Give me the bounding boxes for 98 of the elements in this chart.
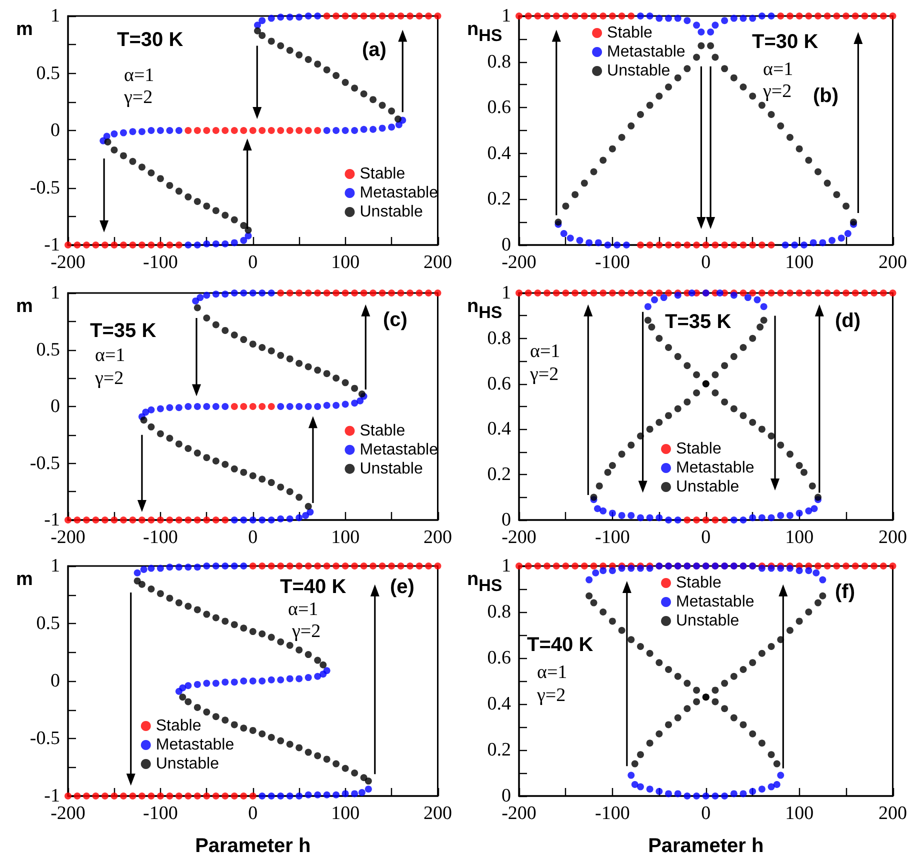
x-tick-label: -100: [143, 527, 178, 548]
legend-label: Unstable: [607, 62, 670, 80]
y-tick-label: 0: [50, 120, 60, 141]
x-tick-label: 200: [878, 803, 907, 824]
y-tick-label: 1: [50, 6, 60, 26]
y-tick-label: 0.4: [487, 418, 512, 440]
legend-label: Stable: [360, 166, 406, 182]
y-tick-label: 0.2: [487, 740, 511, 760]
annotation: γ=2: [529, 364, 559, 385]
annotation: α=1: [124, 65, 154, 86]
annotation: α=1: [763, 59, 794, 80]
y-tick-label: 0.8: [487, 602, 511, 622]
legend-label: Unstable: [676, 478, 740, 496]
y-tick-label: 0.4: [487, 694, 512, 714]
x-axis-title: Parameter h: [195, 835, 311, 857]
x-tick-label: 0: [248, 803, 258, 824]
annotation: (d): [835, 310, 861, 332]
legend-label: Metastable: [607, 44, 686, 60]
x-tick-label: -100: [143, 803, 178, 824]
legend-label: Metastable: [156, 736, 234, 754]
y-tick-label: 0.6: [487, 373, 511, 394]
annotation: α=1: [530, 341, 560, 362]
x-tick-label: 100: [785, 527, 814, 548]
annotation: T=35 K: [90, 320, 157, 342]
x-tick-label: 0: [701, 527, 711, 548]
annotation: α=1: [537, 662, 568, 683]
y-tick-label: 0.6: [487, 648, 511, 668]
y-tick-label: 1: [502, 556, 511, 576]
annotation: (f): [835, 581, 855, 603]
annotation: T=30 K: [752, 31, 819, 53]
x-tick-label: 200: [424, 527, 452, 548]
legend-label: Unstable: [360, 204, 423, 220]
x-axis-title: Parameter h: [648, 835, 764, 857]
legend-label: Stable: [676, 440, 722, 458]
y-tick-label: 0.8: [487, 51, 511, 72]
x-tick-label: 100: [785, 803, 814, 824]
annotation: (a): [362, 39, 386, 61]
legend-label: Stable: [360, 422, 406, 440]
annotation: T=40 K: [280, 576, 347, 598]
y-axis-title: m: [16, 19, 33, 40]
legend-label: Unstable: [156, 756, 220, 772]
y-tick-label: 0.5: [36, 339, 60, 360]
x-tick-label: 200: [424, 252, 452, 273]
annotation: γ=2: [291, 621, 321, 642]
y-tick-label: 0.6: [487, 97, 511, 118]
y-tick-label: 0.2: [487, 188, 511, 210]
annotation: (e): [390, 576, 414, 598]
y-tick-label: -0.5: [30, 728, 60, 749]
legend-label: Unstable: [676, 612, 740, 630]
annotation: (c): [383, 309, 408, 331]
legend-label: Metastable: [360, 184, 438, 202]
x-tick-label: 100: [331, 803, 360, 824]
y-tick-label: 0.4: [487, 142, 512, 164]
annotation: T=40 K: [527, 634, 594, 656]
legend-label: Stable: [676, 574, 722, 592]
y-axis-title: m: [16, 296, 33, 317]
y-tick-label: 1: [50, 556, 60, 576]
annotation: γ=2: [762, 81, 792, 102]
y-tick-label: 0.5: [36, 613, 60, 634]
x-tick-label: 200: [424, 803, 452, 824]
y-tick-label: 1: [502, 282, 511, 304]
y-tick-label: 0.8: [487, 328, 511, 349]
y-tick-label: 0: [50, 670, 60, 692]
legend-label: Stable: [607, 24, 653, 42]
x-tick-label: -100: [595, 803, 630, 824]
legend-label: Metastable: [676, 594, 754, 610]
x-tick-label: -100: [595, 252, 630, 273]
y-tick-label: -0.5: [30, 452, 60, 474]
y-tick-label: 1: [502, 6, 511, 26]
y-axis-title: m: [16, 569, 33, 590]
annotation: T=30 K: [117, 29, 184, 51]
legend-label: Stable: [156, 718, 202, 734]
x-tick-label: 0: [701, 252, 711, 273]
x-tick-label: 100: [331, 527, 360, 548]
x-tick-label: 200: [878, 252, 907, 273]
annotation: (b): [813, 85, 839, 107]
annotation: γ=2: [94, 368, 124, 389]
y-tick-label: 0: [50, 396, 60, 417]
x-tick-label: 0: [248, 527, 258, 548]
annotation: γ=2: [536, 685, 566, 706]
y-tick-label: 1: [50, 282, 60, 304]
annotation: γ=2: [123, 87, 153, 108]
annotation: α=1: [95, 345, 126, 366]
x-tick-label: 0: [701, 803, 711, 824]
x-tick-label: -100: [595, 527, 630, 548]
annotation: α=1: [288, 599, 318, 620]
legend-label: Unstable: [360, 460, 423, 478]
x-tick-label: 200: [878, 527, 907, 548]
y-tick-label: 0.2: [487, 464, 511, 486]
x-tick-label: 100: [331, 252, 360, 273]
x-tick-label: -100: [143, 252, 178, 273]
y-tick-label: -0.5: [30, 177, 60, 198]
y-tick-label: 0.5: [36, 62, 60, 84]
annotation: T=35 K: [665, 311, 732, 333]
x-tick-label: 0: [248, 252, 258, 273]
legend-label: Metastable: [676, 460, 754, 476]
legend-label: Metastable: [360, 441, 438, 458]
x-tick-label: 100: [785, 252, 814, 273]
